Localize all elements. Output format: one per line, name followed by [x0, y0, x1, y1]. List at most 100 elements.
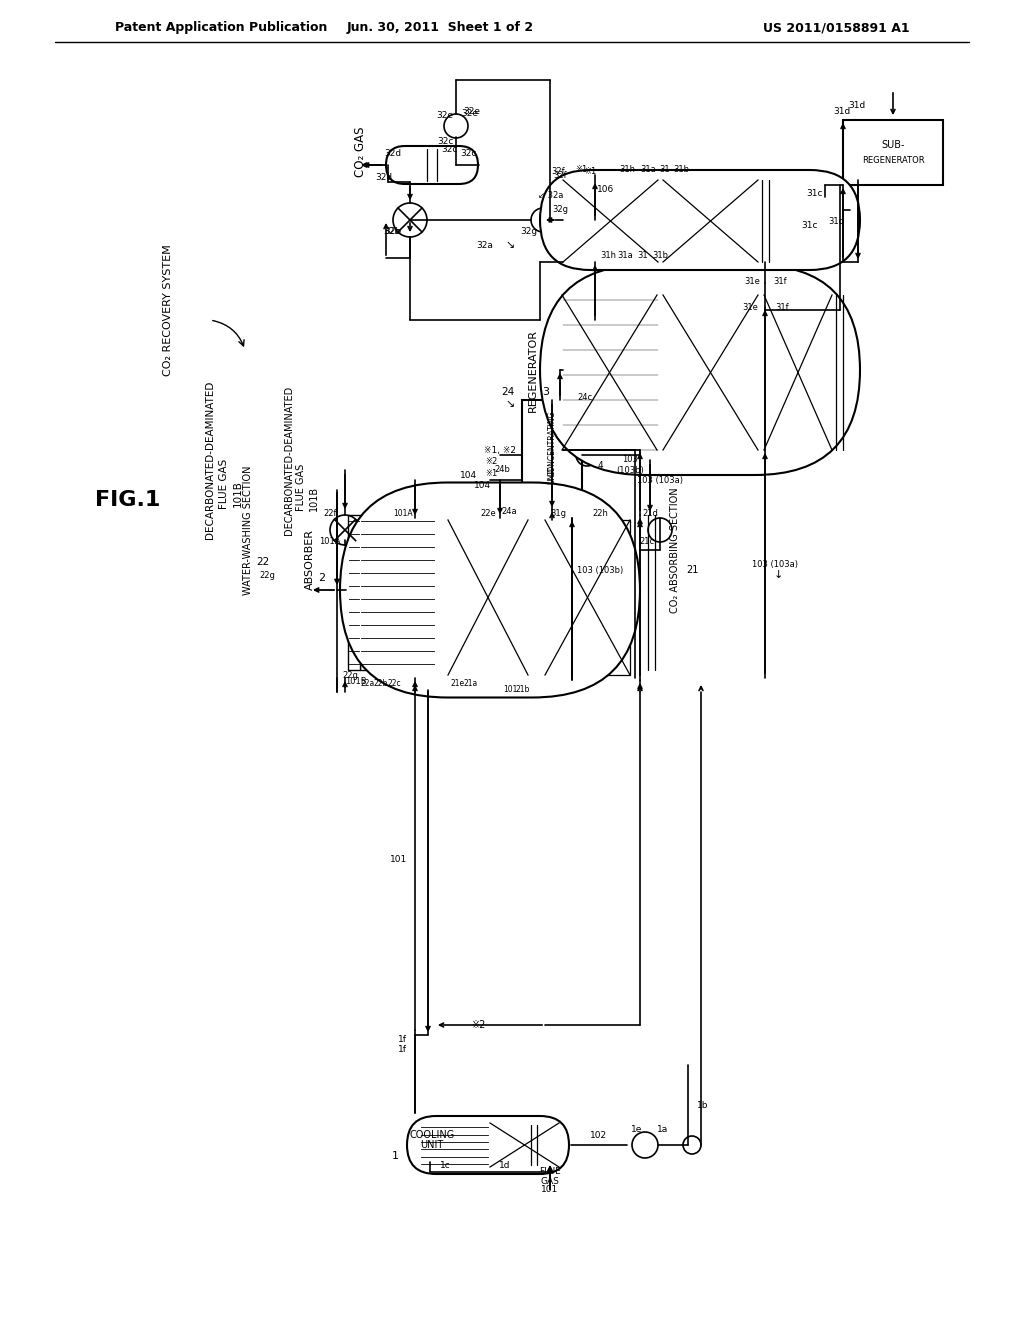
Text: 32e: 32e: [464, 107, 480, 116]
Text: 22e: 22e: [480, 510, 496, 519]
Text: 2: 2: [318, 573, 326, 583]
Text: 101A: 101A: [393, 510, 413, 519]
Bar: [562, 294, 657, 450]
Text: 22c: 22c: [387, 678, 400, 688]
Text: ※2: ※2: [485, 458, 497, 466]
Text: ※1: ※1: [485, 469, 497, 478]
FancyBboxPatch shape: [386, 147, 478, 183]
Text: 22h: 22h: [592, 510, 608, 519]
Text: ↘: ↘: [506, 399, 515, 409]
Text: CONCENTRATING: CONCENTRATING: [548, 411, 556, 475]
Text: 103 (103a): 103 (103a): [752, 561, 798, 569]
Text: UNIT: UNIT: [548, 466, 556, 484]
Text: 32e: 32e: [462, 110, 478, 119]
Text: 1d: 1d: [500, 1162, 511, 1171]
Text: 104: 104: [474, 480, 492, 490]
Text: 31a: 31a: [640, 165, 656, 174]
Text: FLUE: FLUE: [539, 1167, 561, 1176]
Text: FLUE GAS: FLUE GAS: [219, 459, 229, 510]
Text: 24b: 24b: [495, 466, 510, 474]
Text: 101B: 101B: [309, 486, 319, 511]
Text: 22a: 22a: [360, 678, 375, 688]
Text: ※1, ※2: ※1, ※2: [484, 446, 516, 454]
Text: 31e: 31e: [742, 302, 758, 312]
Text: 32c: 32c: [460, 149, 476, 157]
Text: 103 (103a): 103 (103a): [637, 475, 683, 484]
Text: 32f: 32f: [551, 166, 565, 176]
Bar: [522, 400, 582, 510]
Text: 21a: 21a: [464, 678, 478, 688]
Text: GAS: GAS: [541, 1176, 559, 1185]
Text: 103 (103b): 103 (103b): [577, 565, 624, 574]
Text: CO₂ RECOVERY SYSTEM: CO₂ RECOVERY SYSTEM: [163, 244, 173, 376]
Text: 31: 31: [638, 251, 648, 260]
Text: US 2011/0158891 A1: US 2011/0158891 A1: [763, 21, 910, 34]
Text: ↘: ↘: [505, 240, 515, 249]
Text: 101: 101: [390, 855, 407, 865]
Text: 32d: 32d: [384, 149, 401, 157]
Text: 21e: 21e: [451, 678, 465, 688]
Text: 32g: 32g: [520, 227, 538, 236]
Text: 24: 24: [502, 387, 515, 397]
Text: FLUE GAS: FLUE GAS: [296, 463, 306, 511]
Text: 101B: 101B: [233, 480, 243, 507]
Bar: [563, 180, 658, 261]
Bar: [545, 520, 630, 675]
Text: 1f: 1f: [398, 1045, 407, 1055]
Bar: [449, 520, 528, 675]
Text: 31b: 31b: [673, 165, 689, 174]
Text: 32b: 32b: [384, 227, 401, 236]
Text: UNIT: UNIT: [421, 1140, 443, 1150]
Text: 1: 1: [391, 1151, 398, 1162]
Text: 24a: 24a: [502, 507, 517, 516]
Bar: [360, 515, 435, 671]
Bar: [663, 180, 758, 261]
Text: 21: 21: [686, 565, 698, 576]
Bar: [348, 515, 360, 671]
Text: 24c: 24c: [578, 393, 593, 403]
Text: 22: 22: [256, 557, 269, 568]
Text: 31g: 31g: [550, 510, 566, 519]
Bar: [764, 294, 831, 450]
Text: 22g: 22g: [259, 570, 274, 579]
Text: (103b): (103b): [616, 466, 644, 475]
Text: 31f: 31f: [773, 277, 786, 286]
Text: 31c: 31c: [807, 189, 823, 198]
Text: 31b: 31b: [652, 251, 668, 260]
Text: ※1: ※1: [574, 165, 587, 173]
Text: REGENERATOR: REGENERATOR: [528, 329, 538, 412]
Text: 31c: 31c: [828, 218, 844, 227]
Text: 32d: 32d: [376, 173, 392, 181]
Text: 21c: 21c: [639, 537, 654, 546]
Text: DECARBONATED-DEAMINATED: DECARBONATED-DEAMINATED: [284, 385, 294, 535]
Text: 31: 31: [659, 165, 671, 174]
Text: COOLING: COOLING: [410, 1130, 455, 1140]
Text: Patent Application Publication: Patent Application Publication: [115, 21, 328, 34]
Text: 32a: 32a: [476, 240, 494, 249]
Text: FIG.1: FIG.1: [95, 490, 161, 510]
Text: 31h: 31h: [600, 251, 616, 260]
Text: 31a: 31a: [617, 251, 633, 260]
FancyBboxPatch shape: [340, 483, 640, 697]
Text: 31e: 31e: [744, 277, 760, 286]
Text: 101B: 101B: [345, 677, 367, 686]
Text: 32c: 32c: [440, 145, 457, 154]
FancyBboxPatch shape: [540, 265, 860, 475]
Text: CO₂ ABSORBING SECTION: CO₂ ABSORBING SECTION: [670, 487, 680, 612]
Text: 22f: 22f: [324, 510, 337, 519]
Text: CO₂ GAS: CO₂ GAS: [353, 127, 367, 177]
Text: 32g: 32g: [552, 206, 568, 214]
Text: DECARBONATED-DEAMINATED: DECARBONATED-DEAMINATED: [205, 380, 215, 539]
Text: 31d: 31d: [834, 107, 851, 116]
Text: 106: 106: [597, 186, 614, 194]
Text: 1e: 1e: [632, 1126, 643, 1134]
FancyBboxPatch shape: [540, 170, 860, 271]
Text: 101A: 101A: [319, 537, 341, 546]
Text: 1b: 1b: [697, 1101, 709, 1110]
Text: WATER-WASHING SECTION: WATER-WASHING SECTION: [243, 465, 253, 595]
Text: ※1: ※1: [584, 168, 596, 177]
Text: 102: 102: [591, 1131, 607, 1140]
Text: 4: 4: [597, 461, 603, 470]
Text: 32f: 32f: [553, 170, 567, 180]
Text: 31h: 31h: [618, 165, 635, 174]
